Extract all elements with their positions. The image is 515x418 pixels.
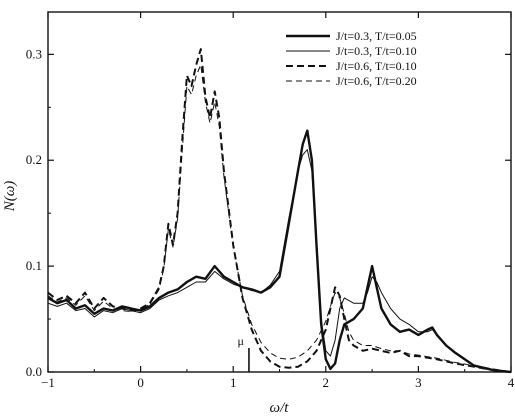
mu-label: μ [238, 334, 244, 348]
legend-label-4: J/t=0.6, T/t=0.20 [336, 74, 417, 88]
axis-ticks: −1 0 1 2 3 4 0.0 0.1 0.2 0.3 [26, 12, 515, 390]
series-lines [47, 48, 512, 374]
y-tick-label: 0.0 [26, 364, 42, 379]
y-tick-label: 0.1 [26, 258, 42, 273]
legend-label-2: J/t=0.3, T/t=0.10 [336, 44, 417, 58]
legend: J/t=0.3, T/t=0.05J/t=0.3, T/t=0.10J/t=0.… [286, 29, 417, 88]
legend-label-3: J/t=0.6, T/t=0.10 [336, 59, 417, 73]
x-axis-label: ω/t [270, 400, 290, 416]
series-line-1 [47, 129, 512, 374]
annotation: μ [238, 334, 250, 372]
y-tick-label: 0.3 [26, 46, 42, 61]
legend-label-1: J/t=0.3, T/t=0.05 [336, 29, 417, 43]
series-line-4 [47, 64, 512, 373]
x-tick-label: 4 [508, 375, 515, 390]
x-tick-label: 2 [323, 375, 330, 390]
x-tick-label: 1 [230, 375, 237, 390]
x-tick-label: −1 [41, 375, 55, 390]
series-line-3 [47, 48, 512, 373]
y-tick-label: 0.2 [26, 152, 42, 167]
x-tick-label: 3 [415, 375, 422, 390]
y-axis-label: N(ω) [2, 181, 18, 213]
plot-frame [47, 11, 512, 373]
x-tick-label: 0 [137, 375, 144, 390]
